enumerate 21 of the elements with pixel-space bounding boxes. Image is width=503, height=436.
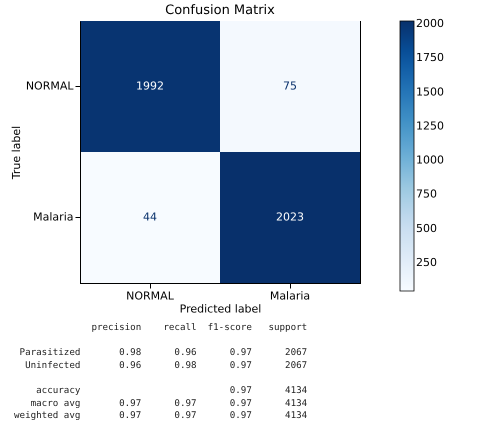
color-bar-label: 750 — [416, 188, 437, 201]
x-axis-title: Predicted label — [180, 302, 262, 316]
text: Parasitized 0.98 0.96 0.97 2067 — [18, 347, 308, 360]
text: weighted avg 0.97 0.97 0.97 4134 — [14, 410, 308, 423]
color-bar-label: 1000 — [416, 154, 444, 167]
color-bar-label: 1750 — [416, 51, 444, 64]
data-label: 44 — [143, 210, 157, 224]
color-bar-label: 1500 — [416, 85, 444, 98]
text: Uninfected 0.96 0.98 0.97 2067 — [24, 360, 308, 372]
color-bar-label: 250 — [416, 256, 437, 269]
chart-title: Confusion Matrix — [165, 3, 276, 18]
data-label: 1992 — [136, 80, 164, 92]
y-axis-title: True label — [10, 126, 23, 180]
color-bar-label: 500 — [416, 222, 437, 235]
data-label: 75 — [283, 80, 297, 92]
color-bar-label: 1250 — [416, 119, 444, 132]
text: macro avg 0.97 0.97 0.97 4134 — [30, 398, 308, 410]
text: accuracy 0.97 4134 — [35, 384, 308, 398]
color-bar-label: 2000 — [416, 17, 444, 30]
data-label: 2023 — [276, 210, 304, 224]
text: precision recall f1-score support — [90, 322, 308, 335]
